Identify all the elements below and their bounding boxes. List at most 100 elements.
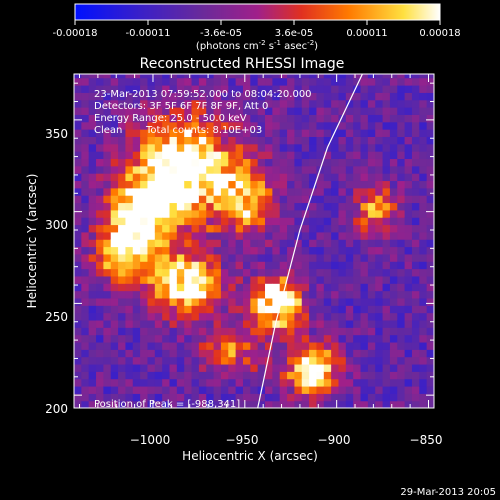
heatmap-cell <box>360 268 369 277</box>
heatmap-cell <box>272 217 281 226</box>
heatmap-cell <box>74 121 82 130</box>
heatmap-cell <box>154 400 163 408</box>
heatmap-cell <box>309 209 318 218</box>
heatmap-cell <box>419 305 428 314</box>
heatmap-cell <box>140 129 149 137</box>
heatmap-cell <box>206 261 215 270</box>
heatmap-cell <box>242 297 251 306</box>
heatmap-cell <box>323 136 332 145</box>
heatmap-cell <box>206 341 215 350</box>
heatmap-cell <box>250 209 259 218</box>
heatmap-cell <box>213 356 222 365</box>
heatmap-cell <box>198 136 207 145</box>
heatmap-cell <box>411 400 420 408</box>
heatmap-cell <box>191 261 200 270</box>
heatmap-cell <box>272 209 281 218</box>
heatmap-cell <box>213 349 222 358</box>
heatmap-cell <box>367 341 376 350</box>
heatmap-cell <box>176 349 185 358</box>
heatmap-cell <box>176 129 185 137</box>
heatmap-cell <box>147 121 156 130</box>
heatmap-cell <box>279 107 288 115</box>
heatmap-cell <box>198 400 207 408</box>
heatmap-cell <box>88 356 97 365</box>
heatmap-cell <box>140 253 149 262</box>
heatmap-cell <box>88 151 97 160</box>
heatmap-cell <box>287 217 296 226</box>
heatmap-cell <box>206 334 215 343</box>
heatmap-cell <box>309 275 318 284</box>
heatmap-cell <box>118 341 127 350</box>
heatmap-cell <box>353 393 362 402</box>
heatmap-cell <box>198 231 207 240</box>
heatmap-cell <box>242 129 251 137</box>
heatmap-cell <box>250 319 259 328</box>
heatmap-cell <box>162 85 171 93</box>
heatmap-cell <box>103 129 112 137</box>
heatmap-cell <box>316 393 325 402</box>
heatmap-cell <box>309 378 318 387</box>
heatmap-cell <box>103 334 112 343</box>
heatmap-cell <box>74 275 82 284</box>
heatmap-cell <box>426 393 434 402</box>
heatmap-cell <box>220 136 229 145</box>
heatmap-cell <box>389 385 398 394</box>
heatmap-cell <box>140 209 149 218</box>
heatmap-cell <box>184 385 193 394</box>
heatmap-cell <box>147 363 156 372</box>
heatmap-cell <box>389 209 398 218</box>
heatmap-cell <box>272 290 281 299</box>
heatmap-cell <box>389 253 398 262</box>
heatmap-cell <box>250 305 259 314</box>
heatmap-cell <box>338 151 347 160</box>
heatmap-cell <box>353 327 362 336</box>
heatmap-cell <box>132 261 141 270</box>
heatmap-cell <box>198 268 207 277</box>
heatmap-cell <box>389 121 398 130</box>
heatmap-cell <box>125 209 134 218</box>
heatmap-cell <box>279 173 288 182</box>
heatmap-cell <box>235 246 244 255</box>
heatmap-cell <box>140 385 149 394</box>
heatmap-cell <box>279 356 288 365</box>
heatmap-cell <box>213 312 222 321</box>
heatmap-cell <box>316 158 325 167</box>
heatmap-cell <box>162 165 171 174</box>
heatmap-cell <box>301 261 310 270</box>
heatmap-cell <box>316 385 325 394</box>
heatmap-cell <box>81 77 90 86</box>
heatmap-cell <box>382 107 391 115</box>
heatmap-cell <box>323 85 332 93</box>
heatmap-cell <box>74 349 82 358</box>
heatmap-cell <box>375 85 384 93</box>
heatmap-cell <box>316 173 325 182</box>
heatmap-cell <box>235 356 244 365</box>
heatmap-cell <box>96 349 104 358</box>
heatmap-cell <box>397 371 406 380</box>
heatmap-cell <box>338 275 347 284</box>
heatmap-cell <box>426 297 434 306</box>
heatmap-cell <box>169 385 178 394</box>
colorbar-units: (photons cm-2 s-1 asec-2) <box>196 39 318 52</box>
info-detectors: Detectors: 3F 5F 6F 7F 8F 9F, Att 0 <box>94 101 268 112</box>
heatmap-cell <box>375 356 384 365</box>
heatmap-cell <box>191 312 200 321</box>
heatmap-cell <box>242 143 251 152</box>
heatmap-cell <box>265 385 273 394</box>
heatmap-cell <box>88 297 97 306</box>
heatmap-cell <box>360 231 369 240</box>
heatmap-cell <box>419 239 428 248</box>
heatmap-cell <box>96 85 104 93</box>
heatmap-cell <box>345 319 354 328</box>
heatmap-cell <box>338 143 347 152</box>
heatmap-cell <box>397 187 406 196</box>
heatmap-cell <box>338 77 347 86</box>
heatmap-cell <box>125 349 134 358</box>
heatmap-cell <box>81 180 90 189</box>
x-tick-label: −900 <box>318 433 351 447</box>
heatmap-cell <box>169 261 178 270</box>
heatmap-cell <box>110 268 119 277</box>
heatmap-cell <box>132 297 141 306</box>
heatmap-cell <box>74 77 82 86</box>
heatmap-cell <box>250 283 259 292</box>
